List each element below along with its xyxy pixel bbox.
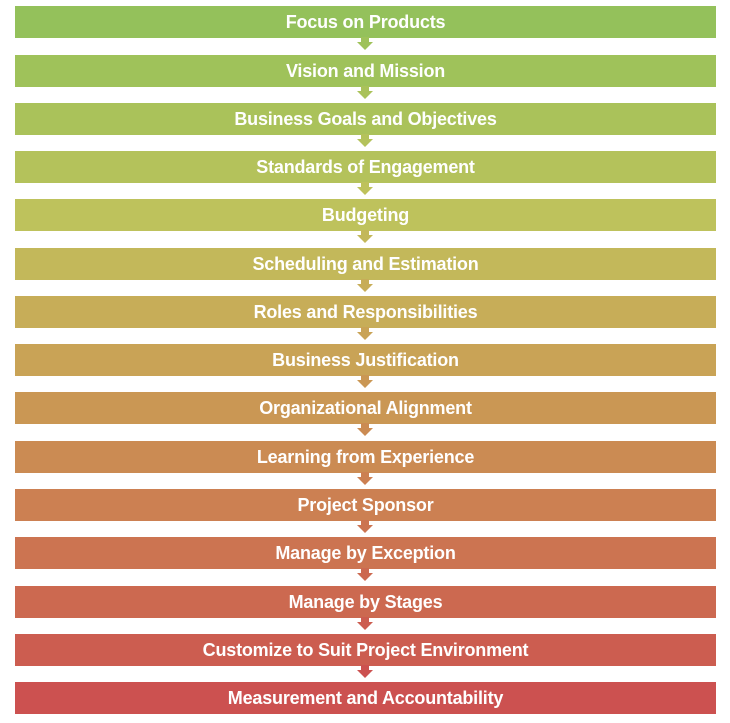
down-arrow-icon [357, 375, 373, 388]
step-bar: Standards of Engagement [15, 151, 716, 183]
down-arrow-icon [357, 423, 373, 436]
step-bar: Budgeting [15, 199, 716, 231]
down-arrow-icon [357, 617, 373, 630]
down-arrow-icon [357, 520, 373, 533]
step-bar: Manage by Stages [15, 586, 716, 618]
down-arrow-icon [357, 182, 373, 195]
down-arrow-icon [357, 279, 373, 292]
down-arrow-icon [357, 327, 373, 340]
down-arrow-icon [357, 230, 373, 243]
down-arrow-icon [357, 37, 373, 50]
step-bar: Vision and Mission [15, 55, 716, 87]
step-bar: Learning from Experience [15, 441, 716, 473]
step-bar: Roles and Responsibilities [15, 296, 716, 328]
step-bar: Scheduling and Estimation [15, 248, 716, 280]
down-arrow-icon [357, 134, 373, 147]
down-arrow-icon [357, 472, 373, 485]
down-arrow-icon [357, 568, 373, 581]
down-arrow-icon [357, 86, 373, 99]
step-bar: Manage by Exception [15, 537, 716, 569]
step-bar: Measurement and Accountability [15, 682, 716, 714]
step-bar: Business Goals and Objectives [15, 103, 716, 135]
step-bar: Project Sponsor [15, 489, 716, 521]
step-bar: Organizational Alignment [15, 392, 716, 424]
step-bar: Business Justification [15, 344, 716, 376]
down-arrow-icon [357, 665, 373, 678]
step-bar: Customize to Suit Project Environment [15, 634, 716, 666]
step-bar: Focus on Products [15, 6, 716, 38]
